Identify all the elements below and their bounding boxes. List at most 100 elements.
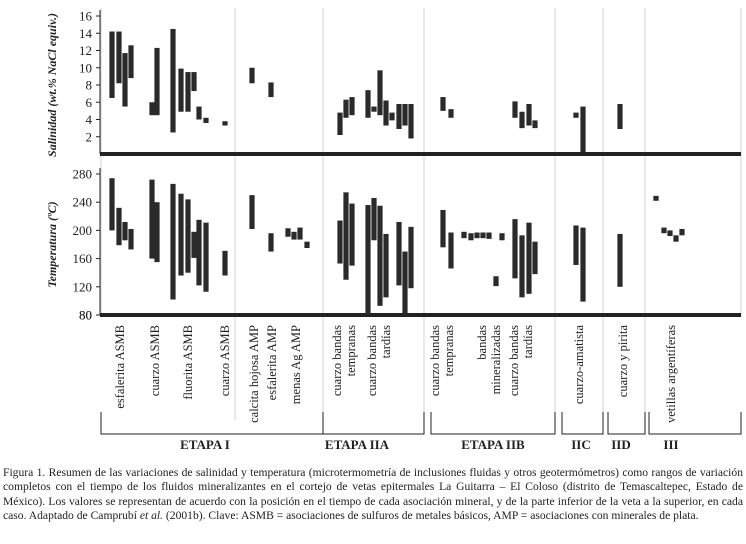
range-bar	[474, 232, 480, 239]
range-bar	[377, 205, 383, 306]
range-bar	[149, 179, 155, 259]
category-labels: esfalerita ASMB cuarzo ASMB fluorita ASMB c…	[100, 325, 742, 452]
range-bar	[512, 219, 518, 279]
axes: 2 4 6 8 10 12 14 16 Salinidad (wt.% NaCl equiv.)…	[45, 9, 741, 323]
range-bar	[499, 233, 505, 241]
range-bar	[402, 251, 408, 315]
y-tick-label: 120	[73, 279, 93, 294]
range-bar	[661, 227, 667, 234]
range-bar	[396, 103, 402, 129]
range-bar	[653, 195, 659, 201]
category-label: cuarzo ASMB	[148, 325, 162, 396]
range-bar	[673, 235, 679, 242]
category-label: tardías	[379, 325, 393, 358]
range-bar	[371, 197, 377, 241]
category-label: vetillas argentíferas	[664, 325, 678, 423]
range-bar	[109, 178, 115, 231]
range-bar	[396, 221, 402, 286]
y-tick-label: 14	[79, 26, 93, 41]
stage-label: III	[663, 437, 678, 452]
stage-bracket	[648, 412, 742, 435]
category-label: esfalerita AMP	[265, 325, 279, 400]
range-bar	[383, 233, 389, 298]
range-bar	[440, 209, 446, 248]
category-label: cuarzo bandas	[330, 325, 344, 396]
category-label: tempranas	[442, 325, 456, 377]
range-bar	[122, 53, 128, 107]
range-bar	[408, 103, 414, 139]
range-bar	[617, 103, 623, 129]
range-bar	[191, 231, 197, 258]
range-bar	[383, 100, 389, 126]
range-bar	[377, 70, 383, 116]
range-bar	[365, 205, 371, 315]
range-bar	[249, 67, 255, 84]
range-bar	[170, 183, 176, 300]
range-bar	[617, 233, 623, 287]
y-tick-label: 240	[73, 195, 93, 210]
range-bar	[304, 241, 310, 249]
range-bar	[343, 99, 349, 118]
range-bar	[203, 222, 209, 292]
range-bar	[402, 103, 408, 126]
range-bar	[526, 103, 532, 126]
stage-label: ETAPA I	[180, 437, 230, 452]
y-tick-label: 12	[79, 43, 92, 58]
range-bar	[573, 225, 579, 265]
category-label: cuarzo ASMB	[218, 325, 232, 396]
range-bar	[343, 192, 349, 280]
range-bar	[365, 90, 371, 118]
range-bar	[519, 111, 525, 129]
range-bar	[532, 120, 538, 129]
y-tick-label: 280	[73, 167, 93, 182]
range-bar	[371, 106, 377, 112]
range-bar	[268, 233, 274, 252]
range-bar	[461, 231, 467, 239]
range-bar	[580, 227, 586, 302]
category-label: esfalerita ASMB	[113, 325, 127, 409]
y-tick-label: 16	[79, 9, 93, 24]
range-bar	[389, 112, 395, 121]
range-bar	[440, 97, 446, 111]
y-tick-label: 10	[79, 60, 92, 75]
range-bar	[191, 72, 197, 92]
category-label: bandas	[475, 325, 489, 360]
y-tick-label: 2	[86, 129, 93, 144]
category-label: cuarzo bandas	[365, 325, 379, 396]
y-tick-label: 8	[86, 78, 93, 93]
range-bar	[532, 241, 538, 275]
range-bar	[185, 199, 191, 273]
range-bar	[170, 28, 176, 133]
range-bar	[285, 228, 291, 237]
range-bar	[448, 109, 454, 118]
category-label: tardías	[521, 325, 535, 358]
caption-text: Figura 1. Resumen de las variaciones de …	[3, 466, 743, 522]
range-bar	[196, 219, 202, 286]
category-label: tempranas	[344, 325, 358, 377]
range-bar	[222, 121, 228, 126]
caption-text-end: (2001b). Clave: ASMB = asociaciones de s…	[163, 508, 699, 522]
range-bar	[679, 228, 685, 236]
range-bar	[109, 31, 115, 98]
category-label: menas Ag AMP	[289, 325, 303, 404]
range-bar	[526, 222, 532, 294]
range-bar	[178, 193, 184, 276]
range-bars	[109, 28, 685, 315]
stage-bracket	[607, 412, 646, 435]
range-bar	[667, 230, 673, 237]
range-bar	[122, 221, 128, 241]
category-label: cuarzo y pirita	[616, 325, 630, 398]
range-bar	[154, 47, 160, 116]
column-gridlines	[100, 8, 742, 420]
range-bar	[203, 117, 209, 123]
range-bar	[493, 276, 499, 287]
stage-label: IIC	[571, 437, 591, 452]
figure-chart: 2 4 6 8 10 12 14 16 Salinidad (wt.% NaCl equiv.)…	[45, 8, 742, 452]
range-bar	[349, 203, 355, 266]
range-bar	[337, 220, 343, 264]
category-label: fluorita ASMB	[181, 325, 195, 400]
stage-bracket	[100, 412, 324, 435]
range-bar	[519, 235, 525, 298]
range-bar	[408, 226, 414, 289]
range-bar	[512, 101, 518, 118]
